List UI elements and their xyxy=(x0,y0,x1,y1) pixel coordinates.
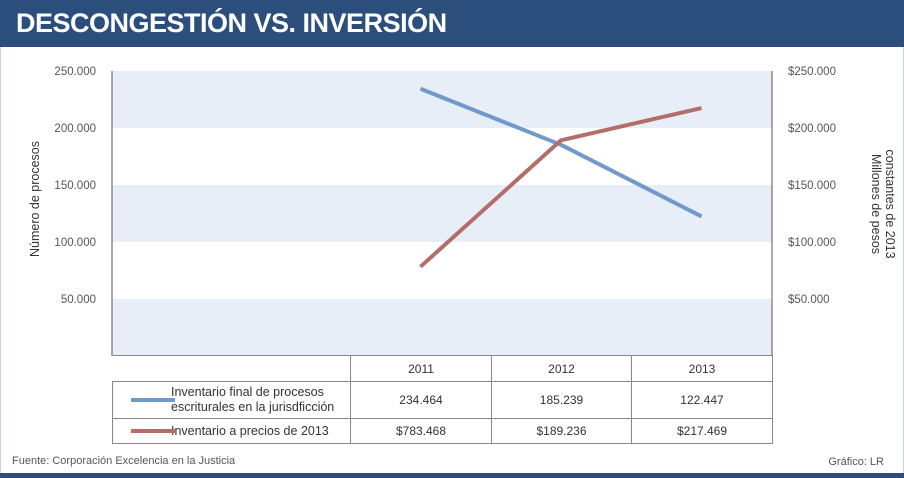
grid-band xyxy=(112,185,772,242)
data-label: $189.236 xyxy=(491,418,632,444)
table-header-2012: 2012 xyxy=(491,355,632,382)
y2-tick-label: $50.000 xyxy=(788,294,830,306)
y-tick-label: 250.000 xyxy=(54,66,96,78)
legend-series-1: Inventario final de procesos escriturale… xyxy=(112,381,351,419)
source-note: Fuente: Corporación Excelencia en la Jus… xyxy=(12,455,236,467)
y2-tick-label: $150.000 xyxy=(788,180,836,192)
y2-tick-label: $200.000 xyxy=(788,123,836,135)
y2-axis-label-line1: Millones de pesos xyxy=(869,154,883,254)
series-2-name: Inventario a precios de 2013 xyxy=(171,423,329,438)
grid-band xyxy=(112,299,772,356)
data-label: 234.464 xyxy=(350,381,492,419)
data-label: $217.469 xyxy=(631,418,773,444)
table-corner xyxy=(112,355,351,382)
data-table: 2011 2012 2013 Inventario final de proce… xyxy=(112,355,773,444)
series-1-name-line2: escriturales en la jurisdficción xyxy=(171,400,335,414)
header-bar: DESCONGESTIÓN VS. INVERSIÓN xyxy=(0,0,904,47)
y-tick-label: 50.000 xyxy=(61,294,96,306)
data-label: 122.447 xyxy=(631,381,773,419)
y-tick-label: 200.000 xyxy=(54,123,96,135)
y-tick-label: 150.000 xyxy=(54,180,96,192)
y2-axis-label-line2: constantes de 2013 xyxy=(883,149,897,258)
y2-tick-label: $100.000 xyxy=(788,237,836,249)
data-label: $783.468 xyxy=(350,418,492,444)
table-header-2011: 2011 xyxy=(350,355,492,382)
grid-band xyxy=(112,71,772,128)
table-row: Inventario final de procesos escriturale… xyxy=(112,381,773,419)
chart-title: DESCONGESTIÓN VS. INVERSIÓN xyxy=(16,8,447,38)
legend-series-2: Inventario a precios de 2013 xyxy=(112,418,351,444)
credit-note: Gráfico: LR xyxy=(828,456,884,468)
table-row: Inventario a precios de 2013 $783.468 $1… xyxy=(112,418,773,444)
y2-tick-label: $250.000 xyxy=(788,66,836,78)
y-axis-label: Número de procesos xyxy=(28,141,42,257)
legend-swatch-red xyxy=(131,429,175,433)
legend-swatch-blue xyxy=(131,398,175,402)
series-1-name-line1: Inventario final de procesos xyxy=(171,385,324,399)
y-tick-label: 100.000 xyxy=(54,237,96,249)
table-header-2013: 2013 xyxy=(631,355,773,382)
data-label: 185.239 xyxy=(491,381,632,419)
bottom-bar xyxy=(0,473,904,478)
